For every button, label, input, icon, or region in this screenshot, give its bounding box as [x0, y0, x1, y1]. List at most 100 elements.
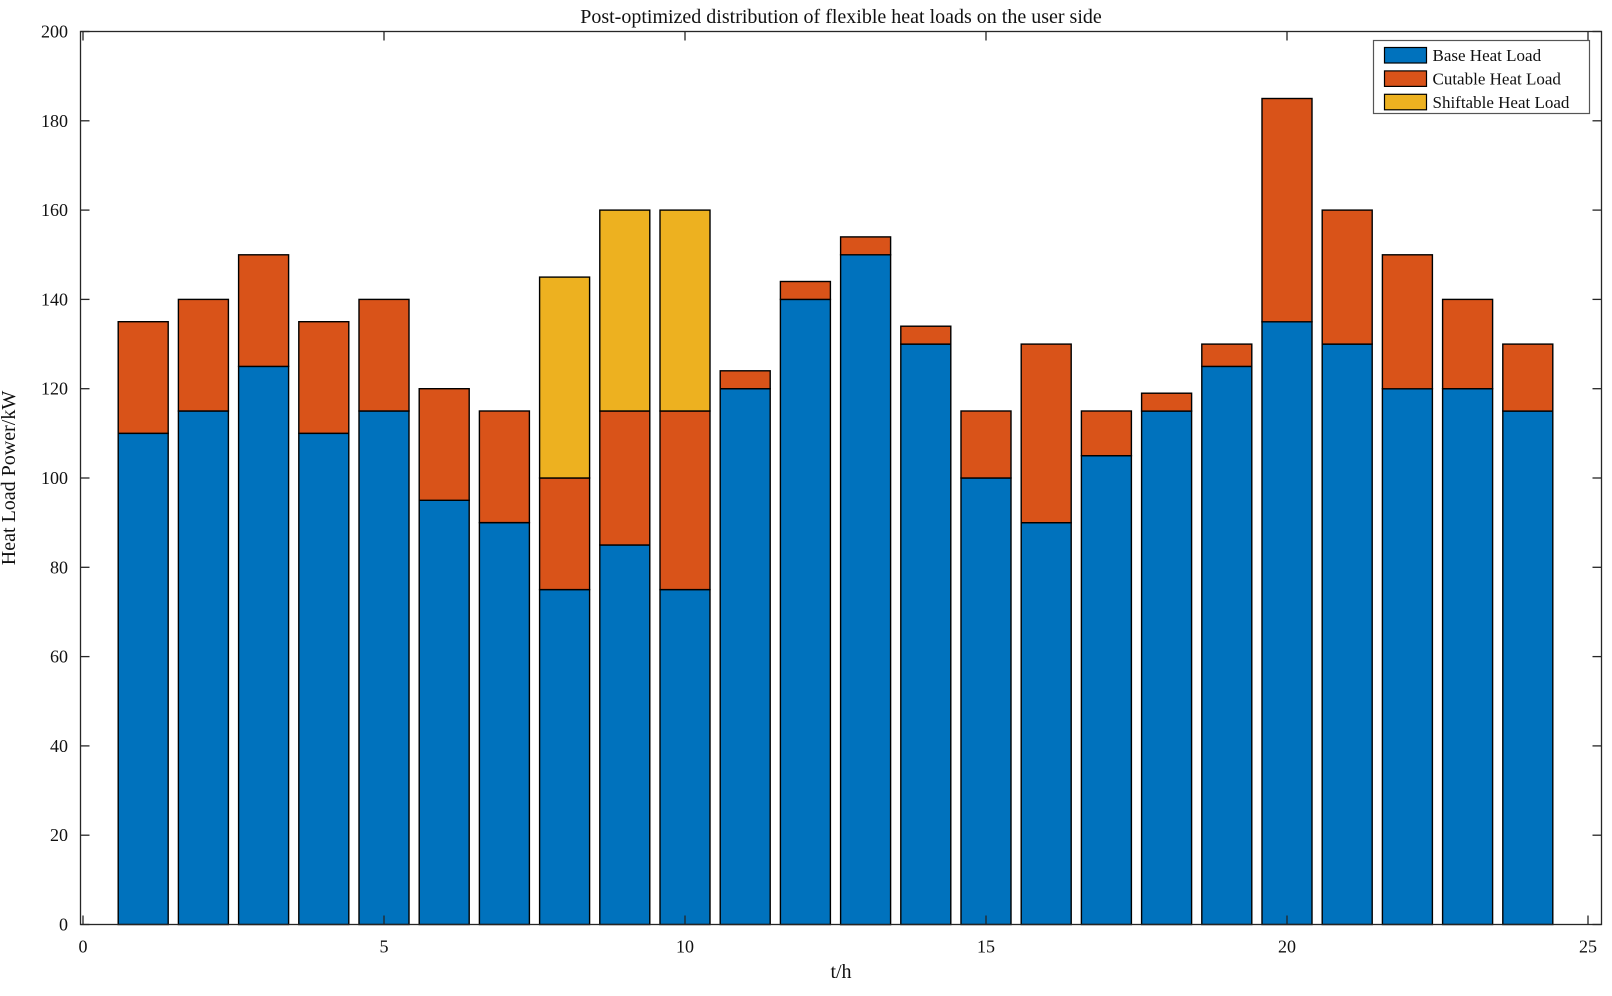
bar-segment-shiftable-heat-load-h10	[659, 209, 711, 412]
bar-segment-cutable-heat-load-h18	[1140, 392, 1193, 412]
bar-segment-cutable-heat-load-h15	[960, 410, 1012, 479]
bar-segment-base-heat-load-h14	[900, 343, 952, 926]
bar-segment-base-heat-load-h2	[177, 410, 230, 926]
y-tick-label: 160	[41, 200, 68, 220]
bar-hour-23	[1441, 298, 1494, 926]
y-tick-label: 180	[41, 111, 68, 131]
bar-segment-base-heat-load-h8	[538, 588, 591, 926]
legend-item-shiftable-heat-load: Shiftable Heat Load	[1383, 93, 1570, 112]
x-tick-label: 5	[380, 937, 389, 957]
bar-hour-16	[1020, 343, 1072, 926]
bar-segment-base-heat-load-h7	[478, 522, 531, 926]
y-tick-label: 100	[41, 468, 68, 488]
bar-hour-22	[1381, 254, 1434, 926]
bar-segment-base-heat-load-h16	[1020, 522, 1072, 926]
legend-label-base-heat-load: Base Heat Load	[1433, 46, 1542, 65]
bar-segment-base-heat-load-h21	[1321, 343, 1373, 926]
chart-title: Post-optimized distribution of flexible …	[580, 6, 1102, 28]
bar-segment-base-heat-load-h6	[418, 499, 470, 926]
y-tick-label: 120	[41, 379, 68, 399]
legend-swatch-cutable-heat-load	[1383, 70, 1428, 88]
x-tick-label: 20	[1278, 937, 1296, 957]
bar-segment-cutable-heat-load-h2	[177, 298, 230, 412]
plot-area: 0 20 40 60 80 100 120 140 160 180 200 0 5 10 15 20 25	[41, 22, 1603, 957]
bar-hour-13	[839, 236, 892, 926]
legend-swatch-base-heat-load	[1383, 46, 1428, 64]
bar-segment-cutable-heat-load-h20	[1261, 97, 1313, 323]
x-axis-label: t/h	[830, 961, 851, 983]
bar-segment-cutable-heat-load-h24	[1502, 343, 1554, 412]
y-tick-label: 40	[50, 736, 68, 756]
bar-segment-base-heat-load-h11	[719, 388, 771, 926]
bar-segment-cutable-heat-load-h22	[1381, 254, 1434, 390]
bar-segment-cutable-heat-load-h4	[298, 321, 350, 435]
bar-hour-18	[1140, 392, 1193, 926]
bar-segment-cutable-heat-load-h11	[719, 370, 771, 390]
bar-hour-19	[1201, 343, 1253, 926]
bar-segment-cutable-heat-load-h19	[1201, 343, 1253, 368]
y-axis-label: Heat Load Power/kW	[0, 391, 20, 566]
legend-label-cutable-heat-load: Cutable Heat Load	[1433, 69, 1562, 88]
bar-segment-cutable-heat-load-h9	[599, 410, 651, 546]
bar-segment-base-heat-load-h12	[779, 298, 832, 926]
bar-segment-shiftable-heat-load-h8	[538, 276, 591, 479]
bar-hour-14	[900, 325, 952, 926]
bar-segment-cutable-heat-load-h8	[538, 477, 591, 591]
bar-segment-base-heat-load-h9	[599, 544, 651, 926]
bar-segment-shiftable-heat-load-h9	[599, 209, 651, 412]
y-tick-label: 140	[41, 289, 68, 309]
bar-hour-11	[719, 370, 771, 926]
legend: Base Heat Load Cutable Heat Load Shiftable…	[1372, 39, 1591, 115]
x-tick-label: 25	[1579, 937, 1597, 957]
bar-segment-base-heat-load-h17	[1080, 455, 1133, 926]
bar-segment-base-heat-load-h3	[237, 365, 290, 926]
bar-segment-cutable-heat-load-h13	[839, 236, 892, 256]
bar-segment-cutable-heat-load-h23	[1441, 298, 1494, 390]
bar-hour-21	[1321, 209, 1373, 926]
y-tick-label: 200	[41, 22, 68, 42]
bar-segment-base-heat-load-h1	[117, 432, 169, 926]
bar-segment-cutable-heat-load-h10	[659, 410, 711, 591]
bar-hour-6	[418, 388, 470, 926]
bar-segment-cutable-heat-load-h21	[1321, 209, 1373, 345]
bar-segment-cutable-heat-load-h16	[1020, 343, 1072, 524]
bar-hour-15	[960, 410, 1012, 926]
bar-segment-base-heat-load-h18	[1140, 410, 1193, 926]
legend-item-cutable-heat-load: Cutable Heat Load	[1383, 69, 1562, 88]
bar-hour-8	[538, 276, 591, 926]
bar-segment-base-heat-load-h20	[1261, 321, 1313, 926]
bar-segment-cutable-heat-load-h14	[900, 325, 952, 345]
bar-hour-3	[237, 254, 290, 926]
x-tick-label: 15	[977, 937, 995, 957]
legend-item-base-heat-load: Base Heat Load	[1383, 46, 1542, 65]
bar-hour-9	[599, 209, 651, 926]
bar-hour-7	[478, 410, 531, 926]
bar-hour-12	[779, 280, 832, 926]
y-tick-label: 0	[59, 915, 68, 935]
y-tick-label: 80	[50, 557, 68, 577]
x-tick-label: 10	[676, 937, 694, 957]
legend-swatch-shiftable-heat-load	[1383, 93, 1428, 111]
bar-segment-cutable-heat-load-h6	[418, 388, 470, 502]
bar-segment-base-heat-load-h23	[1441, 388, 1494, 926]
legend-label-shiftable-heat-load: Shiftable Heat Load	[1433, 93, 1570, 112]
x-tick-label: 0	[79, 937, 88, 957]
bar-hour-5	[358, 298, 410, 926]
bar-hour-10	[659, 209, 711, 926]
bar-segment-base-heat-load-h15	[960, 477, 1012, 926]
bar-hour-1	[117, 321, 169, 926]
bar-segment-base-heat-load-h10	[659, 588, 711, 926]
bar-segment-base-heat-load-h13	[839, 254, 892, 926]
bar-segment-base-heat-load-h5	[358, 410, 410, 926]
bar-segment-base-heat-load-h4	[298, 432, 350, 926]
bar-segment-base-heat-load-h24	[1502, 410, 1554, 926]
bar-segment-cutable-heat-load-h7	[478, 410, 531, 524]
bar-hour-17	[1080, 410, 1133, 926]
bar-hour-2	[177, 298, 230, 926]
bar-segment-base-heat-load-h19	[1201, 365, 1253, 926]
bar-hour-4	[298, 321, 350, 926]
bar-segment-cutable-heat-load-h3	[237, 254, 290, 368]
bar-segment-cutable-heat-load-h12	[779, 280, 832, 301]
